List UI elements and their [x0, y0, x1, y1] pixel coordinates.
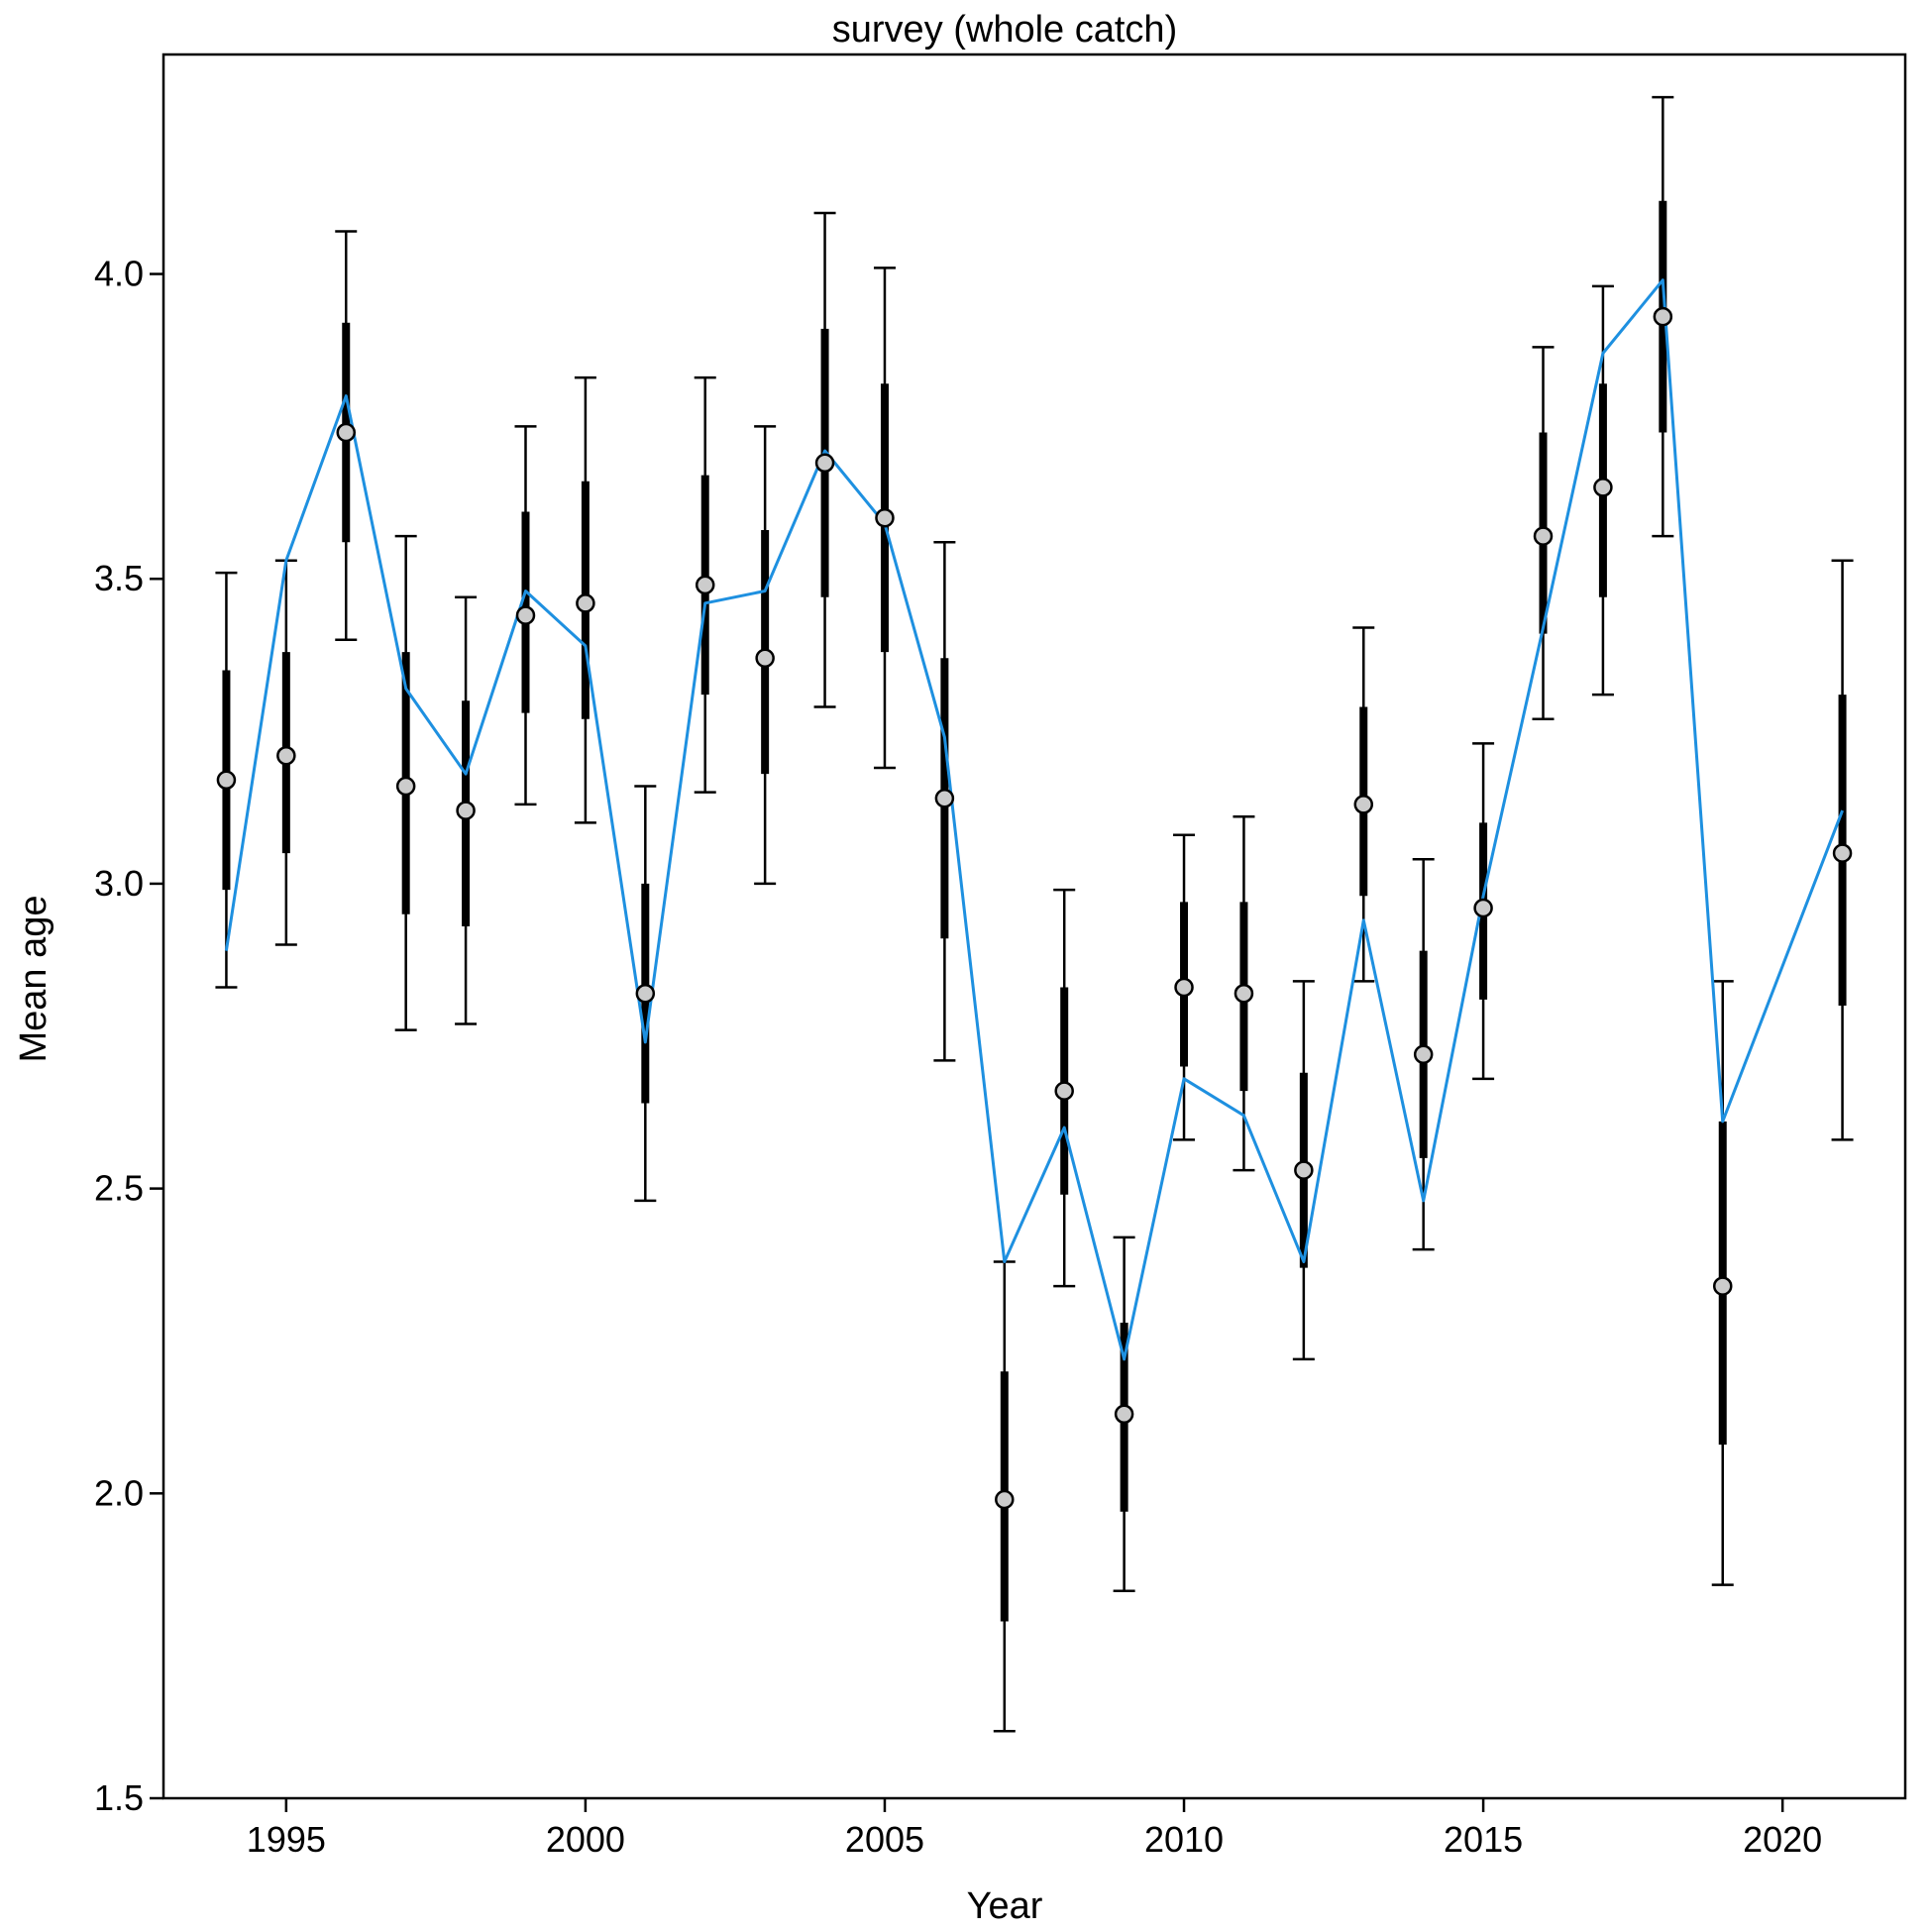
observed-point [456, 801, 476, 820]
x-tick-label: 2010 [1144, 1819, 1224, 1860]
observed-point [635, 983, 656, 1004]
observed-point [934, 789, 955, 808]
y-tick-label: 3.5 [94, 558, 144, 598]
observed-point [995, 1489, 1015, 1510]
x-tick-label: 1995 [247, 1819, 326, 1860]
observed-point [1353, 795, 1374, 814]
x-axis: 1995 2000 2005 2010 2015 2020 [247, 1798, 1822, 1860]
observed-point [875, 507, 895, 528]
x-tick-label: 2020 [1743, 1819, 1822, 1860]
observed-point [1054, 1081, 1074, 1101]
interval-layer [215, 95, 1854, 1733]
chart-title: survey (whole catch) [832, 9, 1177, 51]
y-tick-label: 1.5 [94, 1777, 144, 1818]
observed-point [695, 575, 715, 595]
observed-point [1174, 977, 1194, 998]
y-tick-label: 4.0 [94, 254, 144, 294]
observed-point [515, 605, 536, 625]
observed-point [1294, 1160, 1314, 1180]
observed-point [1593, 478, 1613, 497]
observed-point [1473, 898, 1493, 918]
y-tick-label: 2.0 [94, 1472, 144, 1513]
y-axis-label: Mean age [13, 895, 54, 1062]
x-tick-label: 2015 [1444, 1819, 1523, 1860]
observed-point [395, 776, 416, 797]
x-tick-label: 2000 [546, 1819, 625, 1860]
observed-point [1114, 1404, 1134, 1425]
observed-point [576, 593, 595, 613]
observed-point [1234, 983, 1254, 1004]
expected-series-line [224, 278, 1844, 1361]
x-axis-label: Year [967, 1885, 1043, 1927]
observed-point [1712, 1276, 1733, 1296]
observed-point [1533, 526, 1554, 546]
y-tick-label: 3.0 [94, 863, 144, 904]
observed-point [1832, 843, 1853, 863]
observed-point [755, 648, 775, 668]
y-tick-label: 2.5 [94, 1168, 144, 1209]
observed-point [216, 770, 237, 791]
observed-point [814, 453, 835, 474]
y-axis: 1.5 2.0 2.5 3.0 3.5 4.0 [94, 254, 163, 1818]
observed-points-layer [216, 306, 1853, 1510]
observed-point [1413, 1044, 1434, 1064]
observed-point [276, 745, 296, 766]
observed-point [336, 422, 357, 443]
plot-frame [161, 53, 1907, 1800]
x-tick-label: 2005 [845, 1819, 924, 1860]
observed-point [1653, 306, 1673, 327]
